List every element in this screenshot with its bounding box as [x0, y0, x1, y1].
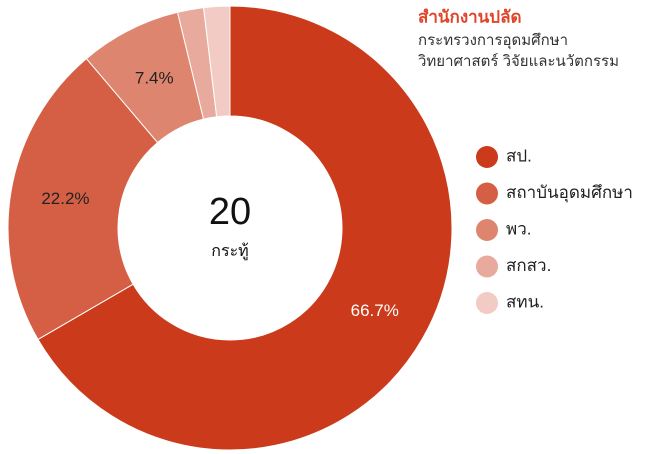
legend-swatch [476, 146, 498, 168]
legend-label: สป. [506, 146, 532, 165]
header-title: สำนักงานปลัด [418, 7, 522, 26]
slice-label: 66.7% [351, 301, 399, 320]
slice-label: 7.4% [135, 69, 174, 88]
legend-swatch [476, 182, 498, 205]
center-value: 20 [209, 191, 251, 233]
center-label: กระทู้ [211, 242, 248, 261]
slice [203, 5, 231, 118]
header-subtitle: กระทรวงการอุดมศึกษา [418, 32, 568, 50]
slice-label: 22.2% [41, 189, 89, 208]
legend-label: สทน. [506, 292, 544, 311]
legend-swatch [476, 219, 498, 241]
legend-label: สถาบันอุดมศึกษา [506, 183, 633, 203]
header-subtitle: วิทยาศาสตร์ วิจัยและนวัตกรรม [417, 53, 619, 70]
legend-swatch [476, 255, 498, 278]
slice [7, 57, 159, 341]
slice [37, 5, 453, 451]
legend-label: พว. [506, 219, 531, 238]
legend-swatch [476, 292, 498, 314]
legend-label: สกสว. [506, 256, 551, 275]
